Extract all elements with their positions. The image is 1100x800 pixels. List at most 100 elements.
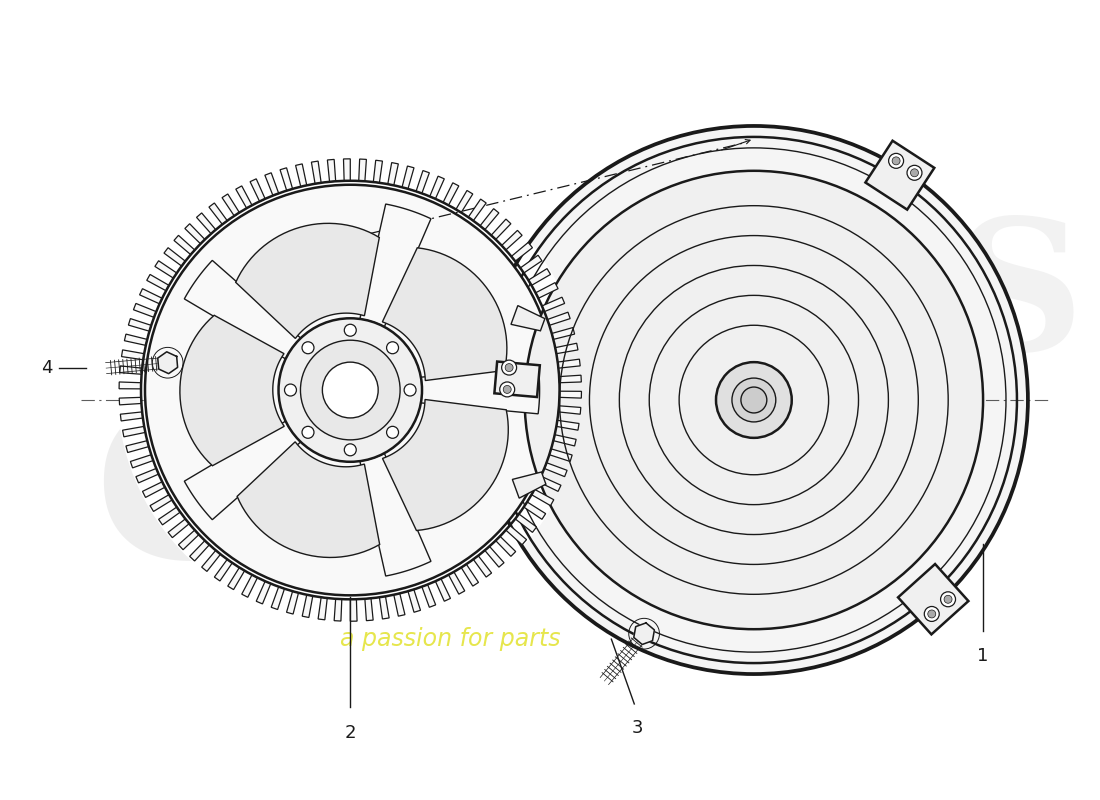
Circle shape [944,595,952,603]
Polygon shape [557,420,579,430]
Polygon shape [214,559,232,581]
Polygon shape [480,209,499,230]
Polygon shape [120,366,142,374]
Circle shape [386,342,398,354]
Text: S: S [953,212,1084,388]
Circle shape [404,384,416,396]
Polygon shape [185,421,300,520]
Polygon shape [146,274,169,290]
Polygon shape [296,164,307,186]
Polygon shape [531,490,553,506]
Circle shape [302,342,313,354]
Polygon shape [164,248,186,266]
Polygon shape [185,224,205,244]
Polygon shape [174,235,195,254]
Polygon shape [256,582,271,604]
Polygon shape [422,585,436,607]
Polygon shape [120,412,143,421]
Polygon shape [360,454,431,576]
Polygon shape [548,312,570,326]
Polygon shape [318,598,327,620]
Polygon shape [449,572,465,594]
Polygon shape [494,362,540,397]
Polygon shape [238,442,380,558]
Circle shape [285,384,297,396]
Polygon shape [343,159,350,181]
Text: 1: 1 [978,647,989,665]
Polygon shape [334,598,342,621]
Polygon shape [122,426,145,437]
Polygon shape [265,173,278,195]
Polygon shape [469,199,486,221]
Polygon shape [559,375,581,382]
Circle shape [344,444,356,456]
Circle shape [300,340,400,440]
Polygon shape [549,449,572,462]
Polygon shape [544,462,568,477]
Circle shape [505,363,513,371]
Polygon shape [506,526,527,545]
Polygon shape [560,391,582,398]
Circle shape [908,166,922,180]
Polygon shape [402,166,414,189]
Polygon shape [350,599,358,622]
Circle shape [889,154,903,168]
Polygon shape [143,482,165,498]
Text: a passion for parts: a passion for parts [340,627,560,651]
Circle shape [741,387,767,413]
Polygon shape [552,327,574,339]
Polygon shape [197,213,216,234]
Polygon shape [157,352,177,374]
Polygon shape [492,219,510,239]
Polygon shape [394,594,405,616]
Polygon shape [513,472,546,498]
Polygon shape [125,441,148,453]
Polygon shape [136,469,158,483]
Polygon shape [502,230,522,250]
Polygon shape [131,454,153,468]
Polygon shape [634,623,654,645]
Polygon shape [536,282,558,298]
Polygon shape [542,297,564,312]
Polygon shape [485,546,504,567]
Polygon shape [430,176,444,199]
Circle shape [502,360,517,375]
Circle shape [117,157,583,623]
Circle shape [344,324,356,336]
Polygon shape [121,350,144,360]
Polygon shape [421,366,540,414]
Polygon shape [866,141,934,210]
Polygon shape [898,564,968,634]
Polygon shape [180,315,284,466]
Polygon shape [515,514,537,532]
Polygon shape [124,334,147,346]
Polygon shape [228,567,244,590]
Polygon shape [222,194,240,216]
Polygon shape [189,541,209,561]
Polygon shape [150,494,173,511]
Polygon shape [383,399,508,530]
Polygon shape [553,434,576,446]
Polygon shape [383,248,507,381]
Polygon shape [155,261,177,278]
Polygon shape [538,476,561,491]
Polygon shape [365,598,373,621]
Polygon shape [512,242,532,261]
Polygon shape [558,359,580,368]
Polygon shape [461,564,478,586]
Circle shape [892,157,900,165]
Circle shape [732,378,775,422]
Polygon shape [408,590,420,612]
Polygon shape [328,159,336,182]
Circle shape [322,362,378,418]
Polygon shape [209,203,228,225]
Polygon shape [556,343,578,354]
Polygon shape [524,502,546,519]
Polygon shape [373,160,383,183]
Circle shape [940,592,956,606]
Circle shape [499,382,515,397]
Polygon shape [178,530,199,550]
Polygon shape [379,596,389,619]
Polygon shape [559,406,581,414]
Polygon shape [280,168,293,190]
